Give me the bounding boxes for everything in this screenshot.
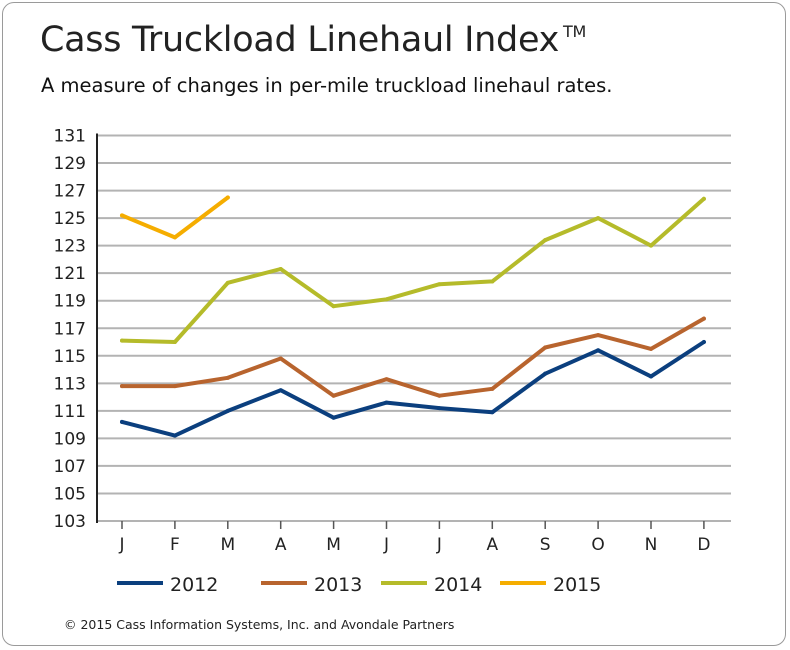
data-point-2013: [278, 356, 283, 361]
data-point-2013: [596, 333, 601, 338]
y-tick-label: 131: [54, 127, 86, 147]
data-point-2012: [225, 408, 230, 413]
data-point-2014: [701, 196, 706, 201]
y-tick-label: 119: [54, 292, 86, 312]
data-point-2014: [649, 243, 653, 248]
data-point-2013: [490, 386, 495, 391]
chart-subtitle: A measure of changes in per-mile trucklo…: [41, 74, 613, 97]
data-point-2012: [649, 374, 653, 379]
y-tick-label: 123: [54, 237, 86, 257]
data-point-2015: [225, 195, 230, 200]
y-tick-label: 111: [54, 402, 86, 422]
data-point-2013: [172, 384, 177, 389]
y-tick-label: 117: [54, 319, 86, 339]
series-line-2014: [120, 196, 706, 344]
data-point-2012: [490, 410, 495, 415]
x-tick-label: S: [540, 535, 551, 555]
data-point-2013: [225, 375, 230, 380]
data-point-2012: [331, 415, 336, 420]
x-tick-label: A: [486, 535, 498, 555]
data-point-2013: [543, 345, 548, 350]
data-point-2013: [331, 393, 336, 398]
y-tick-label: 109: [54, 429, 86, 449]
x-tick-label: A: [275, 535, 287, 555]
data-point-2012: [437, 406, 442, 411]
trademark-mark: TM: [562, 22, 586, 41]
y-tick-label: 103: [54, 512, 86, 532]
data-point-2013: [384, 377, 389, 382]
data-point-2014: [596, 216, 601, 221]
data-point-2014: [172, 340, 177, 345]
data-point-2013: [120, 384, 124, 389]
y-tick-label: 107: [54, 457, 86, 477]
y-tick-label: 129: [54, 154, 86, 174]
x-tick-label: N: [645, 535, 658, 555]
y-tick-label: 127: [54, 182, 86, 202]
data-point-2014: [384, 297, 389, 302]
y-tick-label: 125: [54, 209, 86, 229]
y-tick-label: 105: [54, 484, 86, 504]
x-tick-label: J: [118, 535, 124, 555]
x-tick-label: O: [591, 535, 604, 555]
x-tick-label: J: [436, 535, 442, 555]
legend-label-2012: 2012: [170, 574, 218, 596]
copyright-footer: © 2015 Cass Information Systems, Inc. an…: [64, 617, 455, 632]
legend-label-2014: 2014: [434, 574, 482, 596]
data-point-2014: [120, 338, 124, 343]
series-line-2012: [120, 340, 706, 438]
data-point-2014: [331, 304, 336, 309]
data-point-2014: [437, 282, 442, 287]
data-point-2013: [701, 316, 706, 321]
y-tick-label: 115: [54, 347, 86, 367]
y-tick-label: 113: [54, 374, 86, 394]
legend-label-2013: 2013: [314, 574, 362, 596]
data-point-2012: [543, 371, 548, 376]
legend-label-2015: 2015: [553, 574, 601, 596]
x-tick-label: F: [170, 535, 180, 555]
data-point-2013: [437, 393, 442, 398]
x-tick-label: D: [697, 535, 710, 555]
series-line-2013: [120, 316, 706, 398]
data-point-2012: [278, 388, 283, 393]
y-tick-label: 121: [54, 264, 86, 284]
chart-title: Cass Truckload Linehaul Index TM: [40, 20, 586, 60]
data-point-2014: [543, 238, 548, 243]
data-point-2012: [172, 433, 177, 438]
data-point-2013: [649, 346, 653, 351]
x-tick-label: J: [383, 535, 389, 555]
title-text: Cass Truckload Linehaul Index: [40, 20, 559, 60]
data-point-2015: [172, 235, 177, 240]
data-point-2015: [120, 213, 124, 218]
data-point-2014: [490, 279, 495, 284]
data-point-2014: [278, 267, 283, 272]
data-point-2012: [384, 400, 389, 405]
x-tick-label: M: [220, 535, 235, 555]
data-point-2012: [701, 340, 706, 345]
x-tick-label: M: [326, 535, 341, 555]
data-point-2014: [225, 280, 230, 285]
data-point-2012: [596, 348, 601, 353]
data-point-2012: [120, 419, 124, 424]
